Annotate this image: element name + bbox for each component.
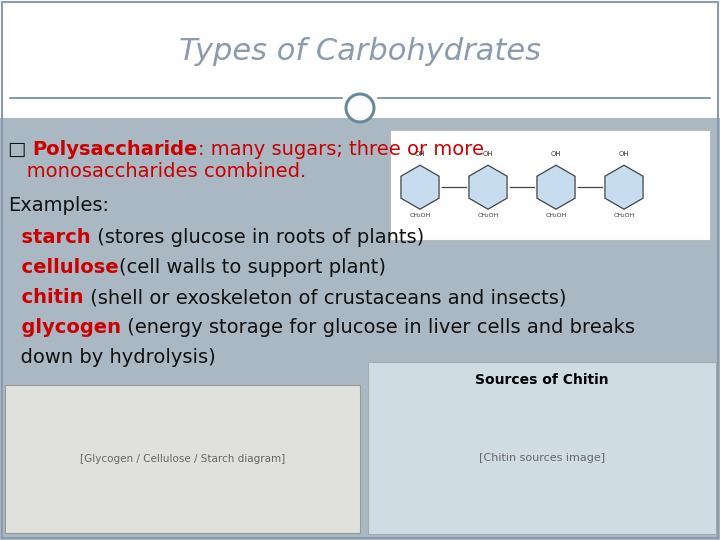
Circle shape	[346, 94, 374, 122]
Text: Types of Carbohydrates: Types of Carbohydrates	[179, 37, 541, 66]
Text: CH₂OH: CH₂OH	[613, 213, 635, 218]
Text: Polysaccharide: Polysaccharide	[32, 140, 198, 159]
FancyBboxPatch shape	[5, 385, 360, 533]
Text: (cell walls to support plant): (cell walls to support plant)	[119, 258, 386, 277]
Polygon shape	[537, 165, 575, 209]
Text: [Chitin sources image]: [Chitin sources image]	[479, 453, 605, 463]
Text: OH: OH	[618, 151, 629, 157]
Text: OH: OH	[415, 151, 426, 157]
Text: starch: starch	[8, 228, 91, 247]
Polygon shape	[605, 165, 643, 209]
Text: (stores glucose in roots of plants): (stores glucose in roots of plants)	[91, 228, 424, 247]
Text: CH₂OH: CH₂OH	[477, 213, 499, 218]
Text: □: □	[8, 140, 32, 159]
Polygon shape	[401, 165, 439, 209]
Text: down by hydrolysis): down by hydrolysis)	[8, 348, 216, 367]
Text: : many sugars; three or more: : many sugars; three or more	[198, 140, 484, 159]
Text: [Glycogen / Cellulose / Starch diagram]: [Glycogen / Cellulose / Starch diagram]	[80, 454, 285, 464]
Text: (shell or exoskeleton of crustaceans and insects): (shell or exoskeleton of crustaceans and…	[84, 288, 566, 307]
FancyBboxPatch shape	[368, 362, 716, 534]
Polygon shape	[469, 165, 507, 209]
Text: Sources of Chitin: Sources of Chitin	[475, 373, 609, 387]
Text: Examples:: Examples:	[8, 196, 109, 215]
Text: OH: OH	[482, 151, 493, 157]
Text: CH₂OH: CH₂OH	[409, 213, 431, 218]
FancyBboxPatch shape	[0, 0, 720, 118]
FancyBboxPatch shape	[0, 118, 720, 540]
Text: (energy storage for glucose in liver cells and breaks: (energy storage for glucose in liver cel…	[121, 318, 635, 337]
Text: chitin: chitin	[8, 288, 84, 307]
Text: cellulose: cellulose	[8, 258, 119, 277]
Text: CH₂OH: CH₂OH	[545, 213, 567, 218]
Text: monosaccharides combined.: monosaccharides combined.	[8, 162, 306, 181]
Text: OH: OH	[551, 151, 562, 157]
Text: glycogen: glycogen	[8, 318, 121, 337]
FancyBboxPatch shape	[390, 130, 710, 240]
